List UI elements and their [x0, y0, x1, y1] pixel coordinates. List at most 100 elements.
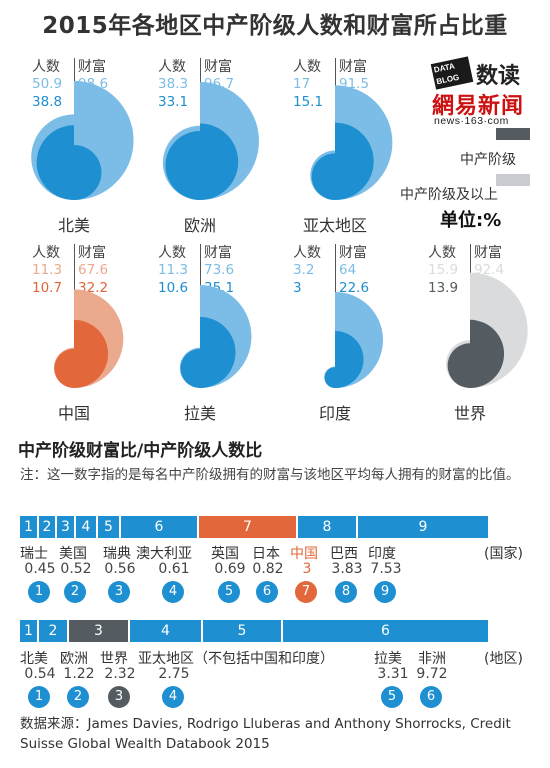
people-up-value: 38.3: [158, 76, 189, 92]
ratio-value: 3: [302, 561, 312, 577]
ratio-value: 0.45: [24, 561, 56, 577]
ratio-value: 0.56: [104, 561, 136, 577]
wealth-header: 财富: [339, 59, 367, 75]
semicircle-chart: [179, 285, 252, 388]
people-header: 人数: [158, 245, 186, 261]
ratio-name: 拉美: [374, 651, 402, 667]
ratio-name: 瑞典: [103, 546, 131, 562]
ratio-value: 2.32: [104, 666, 136, 682]
people-header: 人数: [32, 245, 60, 261]
rank-badge: 9: [374, 581, 396, 603]
people-mid-value: 10.7: [32, 280, 63, 296]
ratio-bar-segment: 2: [39, 620, 69, 642]
semicircle-chart: [324, 292, 383, 388]
ratio-value: 0.54: [24, 666, 56, 682]
wealth-mid-semicircle: [470, 319, 505, 388]
netease-logo: 網易新闻: [432, 93, 525, 119]
legend-swatch-middle: [496, 128, 530, 140]
ratio-name: 世界: [100, 651, 128, 667]
ratio-name: 非洲: [418, 651, 446, 667]
semicircle-chart: [162, 81, 260, 200]
people-mid-value: 33.1: [158, 94, 189, 110]
rank-badge: 6: [256, 581, 278, 603]
ratio-name: 澳大利亚: [136, 546, 192, 562]
ratio-bar-segment: 5: [98, 516, 121, 538]
ratio-bar-segment: 8: [298, 516, 358, 538]
semicircle-chart: [31, 80, 134, 200]
people-up-value: 15.9: [428, 262, 459, 278]
wealth-header: 财富: [339, 245, 367, 261]
wealth-mid-semicircle: [335, 330, 364, 388]
wealth-mid-semicircle: [74, 319, 109, 388]
people-up-value: 3.2: [293, 262, 315, 278]
ratio-value: 0.52: [60, 561, 92, 577]
ratio-name: 日本: [252, 546, 280, 562]
ratio-value: 9.72: [416, 666, 448, 682]
people-mid-semicircle: [324, 367, 335, 388]
wealth-mid-semicircle: [200, 123, 239, 200]
ratio-bar-segment: 1: [20, 516, 39, 538]
people-mid-semicircle: [54, 348, 74, 388]
rank-badge: 2: [64, 581, 86, 603]
wealth-up-value: 73.6: [204, 262, 235, 278]
wealth-up-value: 64: [339, 262, 357, 278]
ratio-bar-segment: 9: [358, 516, 490, 538]
rank-badge: 5: [218, 581, 240, 603]
ratio-bar-segment: 6: [121, 516, 199, 538]
region-label: 亚太地区: [302, 216, 367, 235]
rank-badge: 2: [67, 686, 89, 708]
ratio-group-label: (地区): [484, 651, 523, 667]
ratio-bar-segment: 7: [199, 516, 298, 538]
wealth-mid-semicircle: [335, 122, 374, 200]
wealth-mid-semicircle: [200, 316, 236, 388]
legend-unit: 单位:%: [440, 210, 502, 231]
people-up-value: 50.9: [32, 76, 63, 92]
ratio-bar-segment: 3: [57, 516, 76, 538]
people-mid-semicircle: [180, 348, 200, 388]
people-mid-value: 38.8: [32, 94, 63, 110]
ratio-name: 英国: [211, 546, 239, 562]
data-source: 数据来源：James Davies, Rodrigo Lluberas and …: [20, 716, 511, 752]
ratio-note: 注：这一数字指的是每名中产阶级拥有的财富与该地区平均每人拥有的财富的比值。: [20, 467, 520, 483]
legend-label-middle: 中产阶级: [460, 152, 516, 168]
ratio-bar-segment: 3: [69, 620, 130, 642]
rank-badge: 8: [335, 581, 357, 603]
wealth-header: 财富: [78, 59, 106, 75]
people-up-value: 11.3: [32, 262, 63, 278]
wealth-header: 财富: [204, 59, 232, 75]
ratio-name: 美国: [59, 546, 87, 562]
rank-badge: 7: [295, 581, 317, 603]
netease-url: news·163·com: [434, 115, 509, 127]
page-title: 2015年各地区中产阶级人数和财富所占比重: [42, 13, 508, 39]
people-header: 人数: [293, 245, 321, 261]
region-label: 北美: [57, 216, 90, 235]
ratio-value: 7.53: [370, 561, 402, 577]
ratio-value: 0.61: [158, 561, 190, 577]
ratio-section-title: 中产阶级财富比/中产阶级人数比: [18, 441, 263, 461]
ratio-name: 印度: [368, 546, 396, 562]
wealth-header: 财富: [204, 245, 232, 261]
rank-badge: 6: [420, 686, 442, 708]
ratio-bar-segment: 4: [130, 620, 203, 642]
ratio-value: 0.82: [252, 561, 284, 577]
rank-badge: 1: [28, 581, 50, 603]
region-label: 中国: [57, 404, 90, 423]
legend-label-middle-up: 中产阶级及以上: [400, 187, 498, 203]
wealth-header: 财富: [474, 245, 502, 261]
semicircle-chart: [53, 289, 124, 388]
rank-badge: 3: [108, 686, 130, 708]
ratio-name: 巴西: [330, 546, 358, 562]
ratio-name: 北美: [20, 651, 48, 667]
rank-badge: 4: [162, 581, 184, 603]
legend-swatch-middle-up: [496, 174, 530, 186]
semicircle-chart: [446, 272, 528, 388]
people-up-value: 11.3: [158, 262, 189, 278]
people-mid-semicircle: [311, 153, 335, 200]
people-header: 人数: [293, 59, 321, 75]
people-up-value: 17: [293, 76, 311, 92]
region-label: 拉美: [183, 404, 216, 423]
semicircle-chart: [310, 85, 393, 200]
people-header: 人数: [428, 245, 456, 261]
people-mid-semicircle: [165, 130, 200, 200]
people-mid-value: 3: [293, 280, 302, 296]
